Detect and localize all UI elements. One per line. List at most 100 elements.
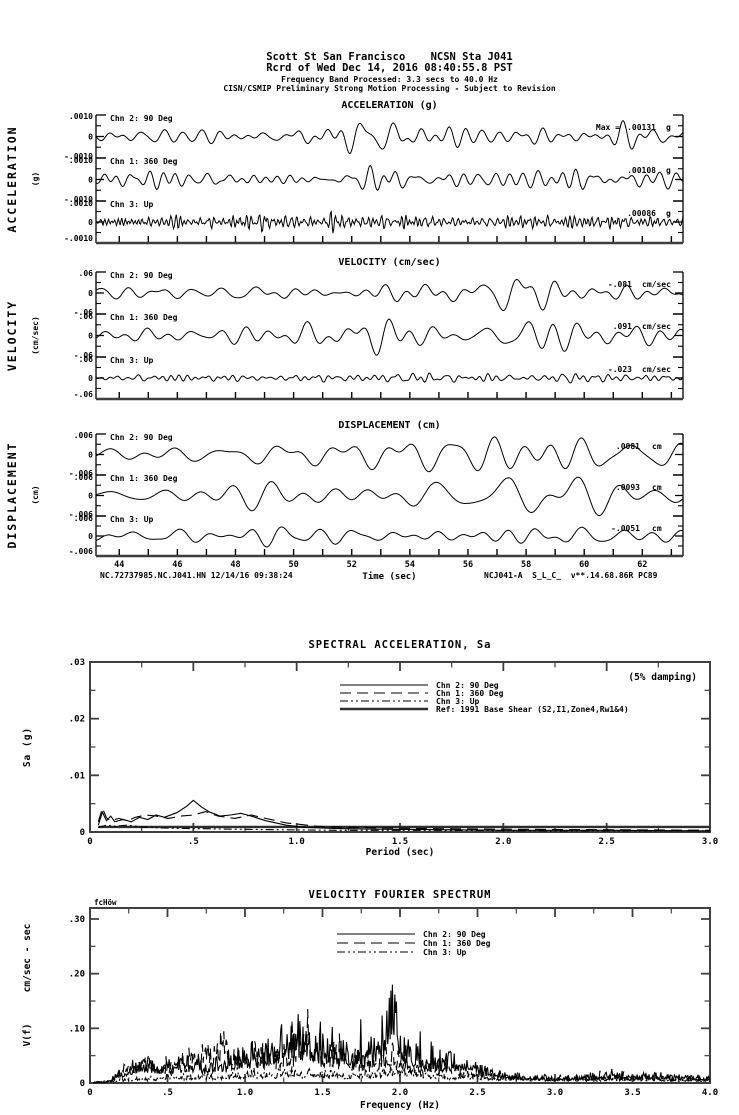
- trace-displacement-0: [95, 436, 684, 473]
- max-units: cm: [652, 442, 662, 451]
- sa-legend-label: Chn 3: Up: [436, 697, 480, 706]
- time-tick-label: 44: [114, 560, 124, 570]
- sa-damping-note: (5% damping): [628, 672, 697, 683]
- fourier-legend-label: Chn 2: 90 Deg: [423, 930, 486, 939]
- channel-label: Chn 3: Up: [110, 200, 154, 209]
- sa-xtick-label: 2.5: [599, 837, 615, 847]
- max-value: .00108: [627, 166, 656, 175]
- time-tick-label: 56: [463, 560, 473, 570]
- fc-cutoff-label: fcHöw: [94, 898, 117, 907]
- fourier-title: VELOCITY FOURIER SPECTRUM: [308, 889, 491, 901]
- channel-label: Chn 2: 90 Deg: [110, 271, 173, 280]
- displacement-title: DISPLACEMENT (cm): [338, 420, 440, 431]
- channel-label: Chn 3: Up: [110, 356, 154, 365]
- ytick-label: -.06: [74, 308, 93, 317]
- ytick-label: -.006: [69, 469, 93, 478]
- trace-velocity-2: [95, 372, 684, 384]
- fourier-ylabel-units: cm/sec - sec: [22, 924, 33, 993]
- ytick-label: 0: [88, 133, 93, 142]
- max-units: g: [666, 123, 671, 132]
- acceleration-panel: ACCELERATION (g) ACCELERATION (g) Chn 2: 90…: [5, 100, 684, 245]
- fourier-xtick-label: 1.5: [314, 1088, 330, 1098]
- max-value: -.0051: [611, 524, 640, 533]
- ytick-label: 0: [88, 218, 93, 227]
- displacement-side-units: (cm): [31, 485, 40, 504]
- fourier-xtick-label: 4.0: [702, 1088, 718, 1098]
- time-axis-label: Time (sec): [362, 571, 416, 582]
- ytick-label: .0010: [69, 112, 93, 121]
- ytick-label: -.06: [74, 390, 93, 399]
- time-tick-label: 52: [347, 560, 357, 570]
- ytick-label: .006: [74, 431, 93, 440]
- channel-label: Chn 1: 360 Deg: [110, 313, 178, 322]
- fourier-ytick-label: .20: [69, 970, 85, 980]
- ytick-label: 0: [88, 451, 93, 460]
- time-tick-label: 60: [579, 560, 589, 570]
- max-value: -.023: [608, 365, 632, 374]
- fourier-series-0: [93, 984, 711, 1084]
- max-value: .0081: [616, 442, 640, 451]
- fourier-xtick-label: 2.0: [392, 1088, 408, 1098]
- fourier-ylabel: V(f): [22, 1024, 33, 1047]
- fourier-xtick-label: 3.5: [624, 1088, 640, 1098]
- channel-label: Chn 1: 360 Deg: [110, 157, 178, 166]
- trace-displacement-2: [95, 526, 684, 548]
- ytick-label: -.006: [69, 547, 93, 556]
- time-tick-label: 58: [521, 560, 531, 570]
- ytick-label: -.0010: [64, 152, 93, 161]
- sa-ylabel: Sa (g): [22, 727, 33, 767]
- trace-displacement-1: [95, 476, 684, 517]
- fourier-ytick-label: .10: [69, 1024, 85, 1034]
- velocity-side-units: (cm/sec): [31, 316, 40, 355]
- ytick-label: .06: [79, 355, 94, 364]
- sa-xtick-label: 1.0: [289, 837, 305, 847]
- displacement-panel: DISPLACEMENT (cm) DISPLACEMENT (cm) Chn 2: …: [5, 420, 684, 582]
- sa-series-2: [98, 824, 710, 832]
- fourier-xtick-label: 1.0: [237, 1088, 253, 1098]
- acceleration-side-label: ACCELERATION: [5, 125, 19, 232]
- sa-xlabel: Period (sec): [366, 847, 435, 858]
- acceleration-title: ACCELERATION (g): [341, 100, 437, 111]
- channel-label: Chn 2: 90 Deg: [110, 114, 173, 123]
- fourier-xtick-label: 0: [87, 1088, 92, 1098]
- sa-xtick-label: 1.5: [392, 837, 408, 847]
- max-value: .00131: [627, 123, 656, 132]
- ytick-label: -.0010: [64, 195, 93, 204]
- record-datetime: Rcrd of Wed Dec 14, 2016 08:40:55.8 PST: [266, 62, 513, 74]
- processing-version: NCJ041-A S_L_C_ v**.14.68.86R PC89: [484, 571, 658, 580]
- max-units: cm/sec: [642, 365, 671, 374]
- ytick-label: .006: [74, 514, 93, 523]
- velocity-title: VELOCITY (cm/sec): [338, 257, 440, 268]
- ytick-label: 0: [88, 492, 93, 501]
- time-tick-label: 62: [637, 560, 647, 570]
- fourier-ytick-label: 0: [80, 1079, 85, 1089]
- max-units: g: [666, 166, 671, 175]
- sa-legend-label: Ref: 1991 Base Shear (S2,I1,Zone4,Rw1&4): [436, 705, 629, 714]
- time-tick-label: 48: [230, 560, 240, 570]
- trace-velocity-0: [95, 278, 684, 312]
- ytick-label: -.0010: [64, 234, 93, 243]
- sa-series-0: [97, 799, 711, 832]
- sa-legend-label: Chn 1: 360 Deg: [436, 689, 504, 698]
- sa-ytick-label: .02: [69, 715, 85, 725]
- ytick-label: -.06: [74, 351, 93, 360]
- sa-xtick-label: .5: [188, 837, 199, 847]
- fourier-xlabel: Frequency (Hz): [360, 1100, 440, 1111]
- sa-ytick-label: .01: [69, 771, 85, 781]
- fourier-legend-label: Chn 1: 360 Deg: [423, 939, 491, 948]
- sa-frame: [89, 661, 711, 833]
- sa-xtick-label: 0: [87, 837, 92, 847]
- trace-acceleration-1: [95, 164, 684, 191]
- sa-xtick-label: 3.0: [702, 837, 718, 847]
- trace-acceleration-0: [95, 120, 684, 155]
- record-id: NC.72737985.NC.J041.HN 12/14/16 09:38:24: [100, 571, 293, 580]
- frequency-band-note: Frequency Band Processed: 3.3 secs to 40…: [281, 75, 498, 84]
- max-value: -.081: [608, 280, 632, 289]
- station-title: Scott St San Francisco NCSN Sta J041: [266, 51, 513, 63]
- ytick-label: .0010: [69, 156, 93, 165]
- max-units: cm/sec: [642, 280, 671, 289]
- max-units: cm: [652, 483, 662, 492]
- velocity-side-label: VELOCITY: [5, 300, 19, 371]
- ytick-label: 0: [88, 176, 93, 185]
- fourier-frame: [89, 907, 711, 1084]
